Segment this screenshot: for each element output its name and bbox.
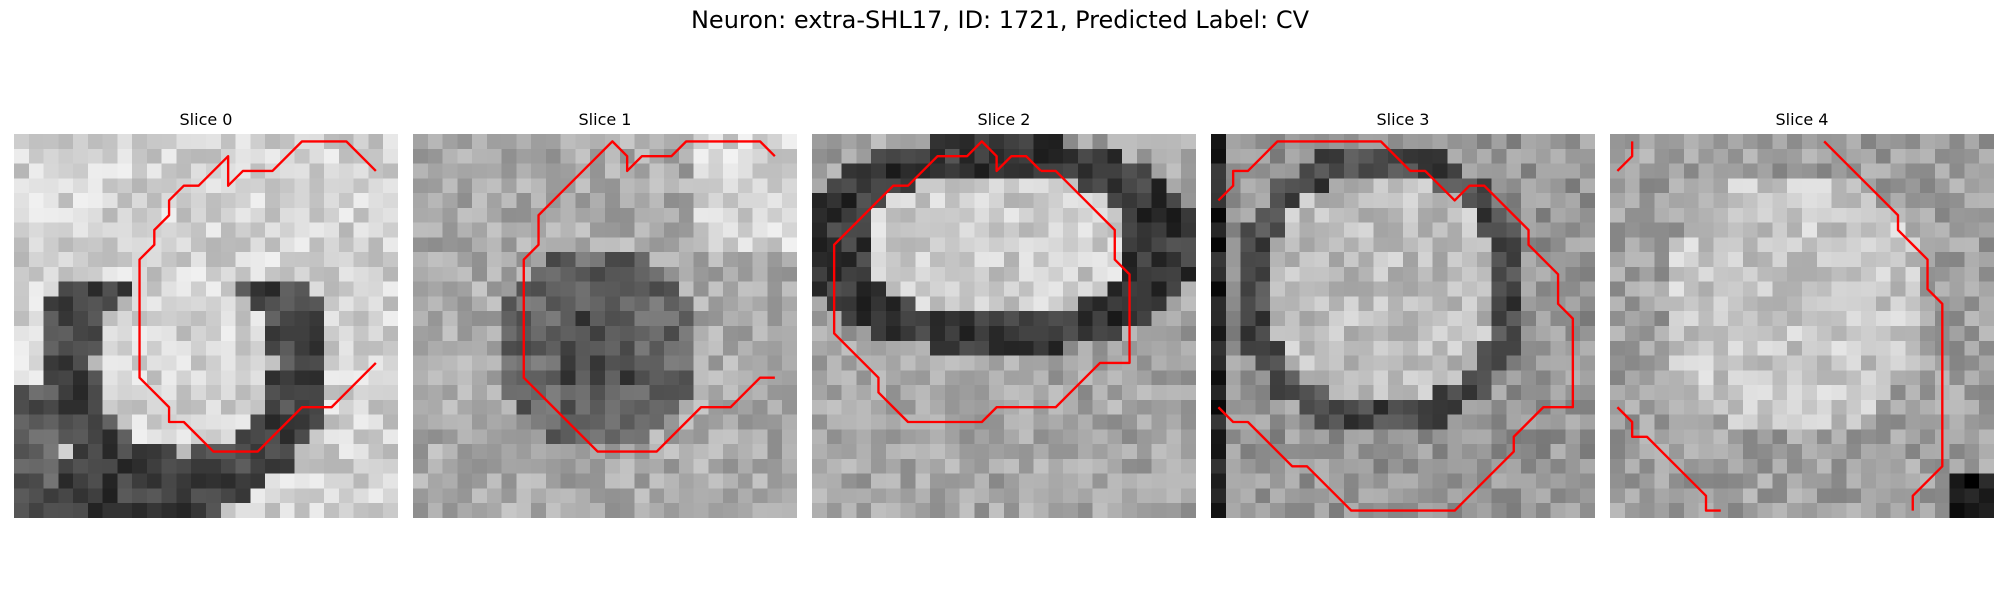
panel-title: Slice 1 (578, 110, 632, 129)
pixel-grid (1211, 134, 1595, 518)
figure-title: Neuron: extra-SHL17, ID: 1721, Predicted… (690, 6, 1310, 34)
panel-title: Slice 2 (977, 110, 1031, 129)
contour-line (1616, 406, 1721, 512)
contour-line (832, 140, 1131, 424)
contour-line (1217, 140, 1575, 512)
contour-line (1616, 141, 1634, 172)
contour-line (1823, 140, 1944, 511)
pixel-grid (413, 134, 797, 518)
panel-title: Slice 0 (179, 110, 233, 129)
panel-title: Slice 3 (1376, 110, 1430, 129)
contour-line (138, 140, 377, 453)
slice-image (14, 134, 398, 518)
slice-image (1211, 134, 1595, 518)
contour-line (522, 140, 776, 453)
slice-image (413, 134, 797, 518)
panel-title: Slice 4 (1775, 110, 1829, 129)
pixel-grid (14, 134, 398, 518)
slice-image (812, 134, 1196, 518)
slice-image (1610, 134, 1994, 518)
pixel-grid (812, 134, 1196, 518)
pixel-grid (1610, 134, 1994, 518)
